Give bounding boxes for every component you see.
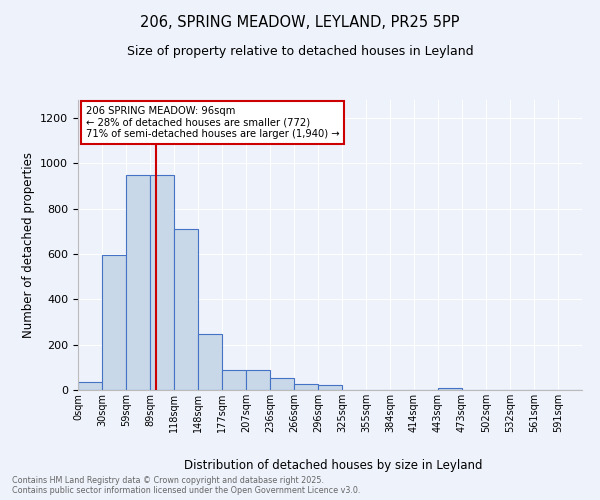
Text: 206 SPRING MEADOW: 96sqm
← 28% of detached houses are smaller (772)
71% of semi-: 206 SPRING MEADOW: 96sqm ← 28% of detach… (86, 106, 339, 139)
Bar (78, 382, 102, 390)
Bar (126, 175, 150, 390)
Bar (438, 388, 462, 390)
Text: Contains HM Land Registry data © Crown copyright and database right 2025.
Contai: Contains HM Land Registry data © Crown c… (12, 476, 361, 495)
Bar (150, 175, 174, 390)
Bar (174, 229, 198, 390)
Bar (222, 370, 246, 390)
Bar (318, 386, 342, 390)
Bar (246, 370, 270, 390)
Text: Distribution of detached houses by size in Leyland: Distribution of detached houses by size … (184, 460, 482, 472)
Bar (198, 334, 222, 390)
Text: Size of property relative to detached houses in Leyland: Size of property relative to detached ho… (127, 45, 473, 58)
Bar (102, 255, 126, 390)
Text: 206, SPRING MEADOW, LEYLAND, PR25 5PP: 206, SPRING MEADOW, LEYLAND, PR25 5PP (140, 15, 460, 30)
Y-axis label: Number of detached properties: Number of detached properties (22, 152, 35, 338)
Bar (294, 384, 318, 390)
Bar (270, 378, 294, 390)
